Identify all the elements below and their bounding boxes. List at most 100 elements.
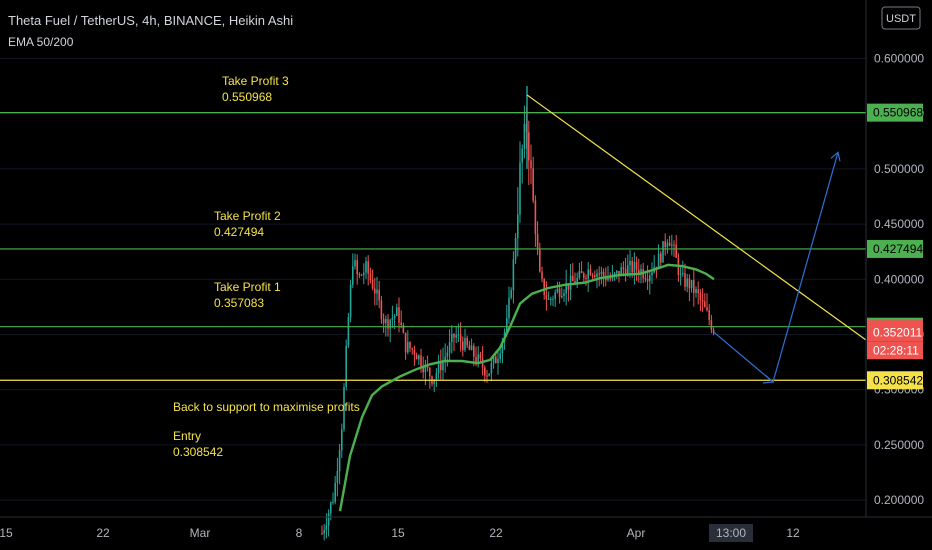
- candle-body: [646, 278, 649, 282]
- candle-body: [682, 273, 684, 275]
- candle-body: [457, 334, 460, 336]
- candle-body: [580, 271, 583, 274]
- countdown-text: 02:28:11: [873, 343, 919, 357]
- candle-body: [673, 244, 675, 246]
- candle-body: [596, 273, 598, 277]
- chart-title: Theta Fuel / TetherUS, 4h, BINANCE, Heik…: [8, 13, 293, 28]
- candle-body: [697, 289, 699, 294]
- candle-body: [380, 300, 383, 319]
- currency-badge-frame: [881, 6, 921, 30]
- candle-body: [602, 271, 605, 276]
- candle-body: [391, 317, 394, 320]
- entry-value: 0.308542: [173, 445, 223, 459]
- candle-body: [684, 273, 686, 287]
- candle-body: [497, 359, 499, 364]
- currency-badge[interactable]: USDT: [881, 6, 921, 30]
- candle-body: [413, 349, 416, 355]
- candle-body: [446, 352, 449, 357]
- candle-body: [655, 266, 658, 268]
- candle-body: [398, 307, 400, 323]
- candle-body: [706, 307, 708, 311]
- candle-body: [649, 275, 651, 282]
- candle-body: [671, 244, 673, 246]
- candle-body: [464, 337, 466, 351]
- candle-body: [686, 278, 688, 287]
- candle-body: [411, 348, 413, 350]
- candle-body: [429, 367, 431, 377]
- candle-body: [633, 261, 636, 273]
- candle-body: [519, 162, 521, 215]
- candle-body: [330, 502, 332, 514]
- candle-body: [624, 268, 627, 276]
- candle-body: [356, 260, 358, 275]
- time-axis[interactable]: 15 22 Mar 8 15 22 Apr 13:00 12: [0, 516, 932, 542]
- ema-50-line: [338, 263, 715, 512]
- candle-body: [554, 292, 556, 299]
- candle-body: [679, 273, 682, 275]
- candle-body: [534, 200, 537, 235]
- candle-body: [415, 354, 418, 360]
- candle-body: [640, 269, 642, 275]
- candle-body: [563, 293, 565, 296]
- entry-title: Entry: [173, 429, 201, 443]
- candle-body: [668, 242, 671, 246]
- candle-body: [708, 310, 710, 320]
- time-tick-label: 15: [0, 526, 13, 540]
- candle-body: [488, 373, 490, 376]
- candle-body: [543, 278, 545, 295]
- candle-body: [455, 334, 457, 338]
- candle-body: [400, 322, 402, 326]
- candle-body: [495, 356, 497, 364]
- candle-body: [688, 278, 691, 289]
- candle-body: [693, 280, 695, 293]
- candle-body: [631, 261, 633, 273]
- candle-body: [523, 123, 526, 149]
- candle-body: [506, 318, 508, 332]
- candle-body: [424, 364, 427, 373]
- candle-body: [618, 270, 620, 277]
- candle-body: [468, 345, 471, 350]
- candle-body: [556, 288, 559, 293]
- candle-body: [501, 341, 504, 354]
- candle-body: [365, 261, 367, 273]
- candle-body: [690, 280, 693, 289]
- candle-body: [574, 281, 576, 284]
- candle-body: [338, 450, 341, 472]
- candle-body: [547, 298, 550, 300]
- drawings: [526, 94, 867, 384]
- entry-note: Back to support to maximise profits: [173, 400, 360, 414]
- candle-body: [558, 288, 561, 298]
- candle-body: [657, 253, 660, 268]
- candle-body: [578, 271, 581, 278]
- candle-body: [512, 259, 515, 291]
- candle-body: [660, 253, 662, 263]
- time-tick-label: 22: [96, 526, 110, 540]
- candle-body: [451, 333, 453, 342]
- take-profit-3-price-tag-text: 0.550968: [873, 106, 923, 120]
- indicator-label[interactable]: EMA 50/200: [8, 35, 74, 49]
- candle-body: [569, 275, 572, 290]
- candle-body: [585, 277, 587, 279]
- last-price-tag-2-bg: [867, 323, 923, 342]
- take-profit-2-price-tag-text: 0.427494: [873, 242, 923, 256]
- candle-body: [664, 241, 666, 248]
- candle-body: [363, 272, 365, 276]
- candle-body: [492, 356, 495, 364]
- take-profit-3-title: Take Profit 3: [222, 74, 289, 88]
- candle-body: [396, 307, 398, 316]
- countdown-bg: [867, 341, 923, 360]
- price-tick-label: 0.500000: [874, 162, 924, 176]
- candle-body: [613, 273, 616, 275]
- time-tick-label: 15: [391, 526, 405, 540]
- candle-body: [345, 345, 347, 388]
- candle-body: [704, 301, 706, 308]
- price-axis[interactable]: 0.6000000.5500000.5000000.4500000.400000…: [865, 0, 924, 517]
- candle-body: [521, 148, 523, 163]
- candle-body: [607, 278, 609, 281]
- candle-body: [638, 269, 640, 275]
- time-tick-label: 8: [296, 526, 303, 540]
- candle-body: [666, 242, 669, 248]
- time-cursor-bg: [709, 524, 753, 542]
- candle-body: [587, 269, 589, 279]
